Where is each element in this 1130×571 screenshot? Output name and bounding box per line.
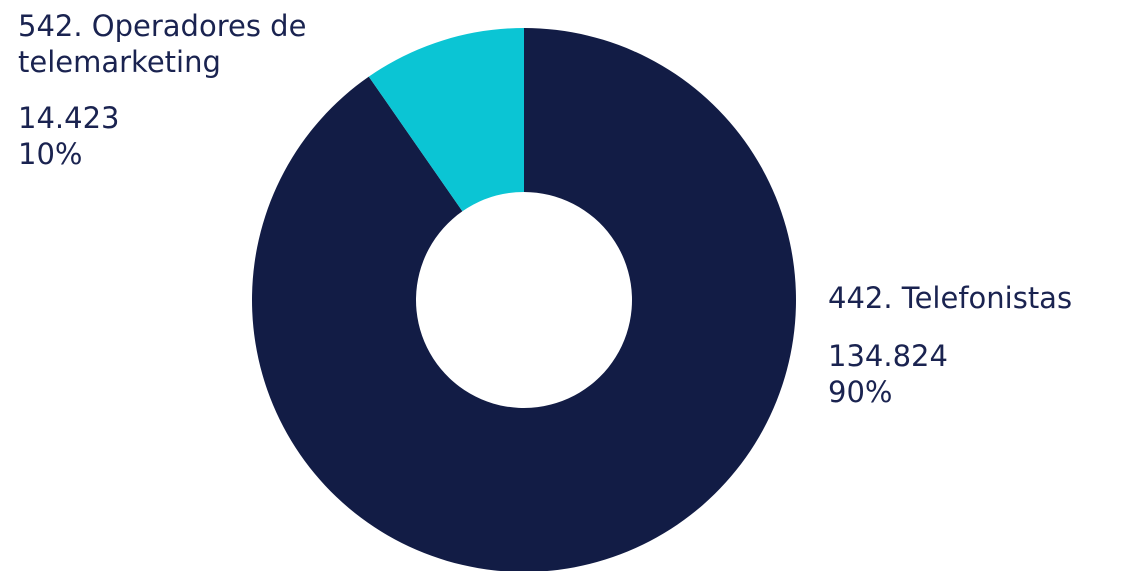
donut-slice [368, 28, 524, 212]
donut-slice [252, 28, 796, 571]
category-label: 442. Telefonistas [828, 281, 1073, 315]
slice-label: 542. Operadores de telemarketing 14.423 … [18, 8, 378, 172]
value-label: 14.423 [18, 101, 120, 135]
value-label: 134.824 [828, 339, 948, 373]
percent-label: 90% [828, 375, 893, 409]
category-label: 542. Operadores de telemarketing [18, 9, 307, 79]
slice-label: 442. Telefonistas 134.824 90% [828, 280, 1128, 410]
percent-label: 10% [18, 137, 83, 171]
